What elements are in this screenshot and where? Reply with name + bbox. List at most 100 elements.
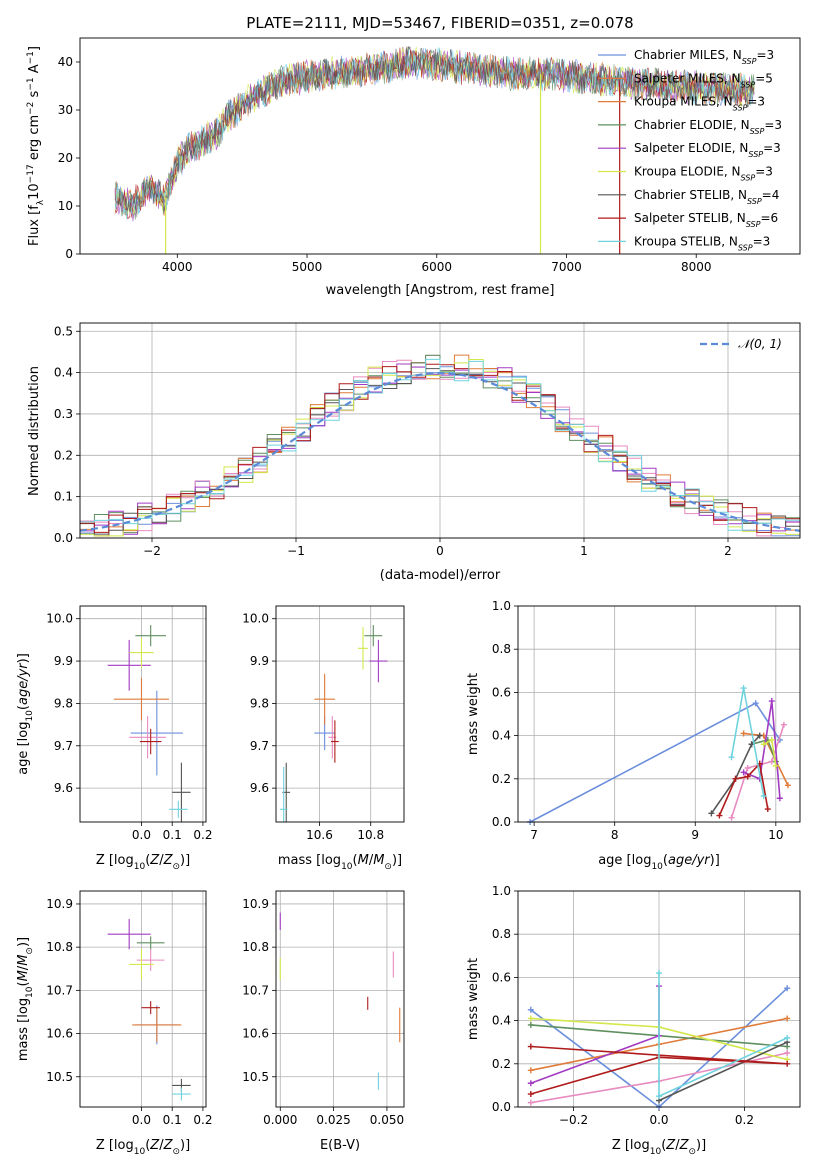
x-tick-label: 10.8 [357, 828, 384, 842]
mass-vs-ebv-panel: 0.000 0.025 0.050 10.5 10.6 10.7 10.8 10.9 E(B-V… [242, 890, 405, 1153]
age-vs-mass-panel: 10.6 10.8 9.6 9.7 9.8 9.9 10.0 mass [log10(M/M⊙… [242, 605, 405, 872]
legend-entry: Chabrier ELODIE, NSSP=3 [634, 118, 782, 136]
x-tick-label: 1 [580, 544, 588, 558]
y-axis-label: mass [log10(M/M⊙)] [16, 937, 35, 1061]
spectrum-line [114, 46, 755, 212]
y-tick-label: 9.9 [250, 654, 269, 668]
age-vs-metallicity-panel: 0.0 0.1 0.2 9.6 9.7 9.8 9.9 10.0 Z [log10(Z/Z⊙)]… [16, 605, 212, 872]
weight-marker [764, 806, 771, 813]
y-tick-label: 0.2 [492, 1057, 511, 1071]
weight-marker [740, 685, 747, 692]
y-tick-label: 10.0 [46, 612, 73, 626]
weight-marker [656, 970, 662, 977]
x-tick-label: −1 [287, 544, 305, 558]
y-tick-label: 10.5 [46, 1070, 73, 1084]
y-axis-label: Normed distribution [27, 366, 42, 496]
x-tick-label: 8 [611, 828, 619, 842]
weight-marker [716, 812, 723, 819]
legend-entry: Kroupa MILES, NSSP=3 [634, 95, 765, 113]
x-tick-label: 7000 [551, 260, 582, 274]
y-tick-label: 0.6 [492, 685, 511, 699]
legend-entry: Salpeter MILES, NSSP=5 [634, 71, 773, 89]
weight-marker [708, 810, 715, 817]
weight-marker [756, 732, 763, 739]
axes-frame [517, 890, 801, 1108]
x-axis-label: (data-model)/error [380, 568, 501, 583]
weight-marker [784, 782, 791, 789]
y-tick-label: 9.6 [250, 781, 269, 795]
weight-marker [760, 741, 767, 748]
weight-line [658, 973, 788, 1098]
residual-histogram-panel: −2 −1 0 1 2 0.0 0.1 0.2 0.3 0.4 0.5 𝒩(0, 1) (data-mo… [27, 322, 801, 583]
weight-marker [784, 1015, 791, 1022]
x-tick-label: 0 [436, 544, 444, 558]
x-tick-label: 0.0 [649, 1113, 668, 1127]
y-tick-label: 0.5 [54, 324, 73, 338]
y-axis-label: Flux [fλ10−17 erg cm−2 s−1 A−1] [26, 46, 46, 246]
weight-marker [784, 985, 791, 992]
y-tick-label: 10.8 [242, 940, 269, 954]
mass-vs-metallicity-panel: 0.0 0.1 0.2 10.5 10.6 10.7 10.8 10.9 Z [log10(Z/… [16, 890, 212, 1157]
x-tick-label: 0.000 [263, 1113, 297, 1127]
y-tick-label: 20 [58, 151, 73, 165]
x-tick-label: 0.2 [735, 1113, 754, 1127]
x-tick-label: 5000 [292, 260, 323, 274]
y-tick-label: 10.6 [242, 1027, 269, 1041]
weight-line [710, 735, 761, 814]
weight-marker [768, 698, 775, 705]
x-tick-label: 10.6 [306, 828, 333, 842]
y-tick-label: 9.6 [54, 781, 73, 795]
weight-marker [728, 814, 735, 821]
weight-marker [527, 1006, 534, 1013]
x-tick-label: 0.050 [370, 1113, 404, 1127]
y-tick-label: 0.2 [54, 448, 73, 462]
y-tick-label: 0.8 [492, 642, 511, 656]
x-tick-label: 4000 [162, 260, 193, 274]
x-tick-label: −0.2 [559, 1113, 588, 1127]
y-axis-label: mass weight [466, 958, 481, 1040]
y-tick-label: 30 [58, 103, 73, 117]
y-tick-label: 0.0 [492, 1100, 511, 1114]
x-tick-label: 10 [768, 828, 783, 842]
y-tick-label: 0.0 [54, 531, 73, 545]
y-tick-label: 40 [58, 55, 73, 69]
weight-marker [527, 1015, 534, 1022]
x-tick-label: 0.0 [132, 1113, 151, 1127]
weight-marker [752, 700, 759, 707]
y-tick-label: 1.0 [492, 599, 511, 613]
axes-frame [517, 605, 801, 823]
x-axis-label: Z [log10(Z/Z⊙)] [96, 1138, 190, 1157]
axes-frame [79, 890, 207, 1108]
weight-marker [776, 795, 783, 802]
y-tick-label: 10 [58, 199, 73, 213]
weight-marker [784, 1034, 791, 1041]
weight-marker [768, 736, 775, 743]
weight-marker [744, 773, 751, 780]
y-tick-label: 10.7 [242, 983, 269, 997]
x-tick-label: 0.2 [193, 828, 212, 842]
weight-marker [527, 1067, 534, 1074]
x-tick-label: 0.025 [316, 1113, 350, 1127]
x-tick-label: 0.1 [163, 828, 182, 842]
figure-title: PLATE=2111, MJD=53467, FIBERID=0351, z=0… [246, 14, 633, 32]
weight-marker [780, 721, 787, 728]
x-axis-label: wavelength [Angstrom, rest frame] [326, 283, 555, 298]
x-tick-label: 2 [724, 544, 732, 558]
weight-marker [740, 730, 747, 737]
y-tick-label: 9.8 [250, 696, 269, 710]
x-axis-label: Z [log10(Z/Z⊙)] [96, 853, 190, 872]
spectrum-panel: 4000 5000 6000 7000 8000 0 10 20 30 40 wavelength … [26, 37, 801, 298]
y-tick-label: 10.9 [242, 897, 269, 911]
y-tick-label: 9.7 [250, 739, 269, 753]
weight-line [743, 700, 781, 799]
y-tick-label: 10.9 [46, 897, 73, 911]
x-axis-label: age [log10(age/yr)] [598, 853, 720, 872]
weight-marker [784, 1050, 791, 1056]
y-tick-label: 9.7 [54, 739, 73, 753]
y-tick-label: 0.4 [54, 366, 73, 380]
weight-marker [527, 1043, 534, 1050]
axes-frame [275, 890, 405, 1108]
x-tick-label: −2 [143, 544, 161, 558]
weight-marker [728, 754, 735, 761]
